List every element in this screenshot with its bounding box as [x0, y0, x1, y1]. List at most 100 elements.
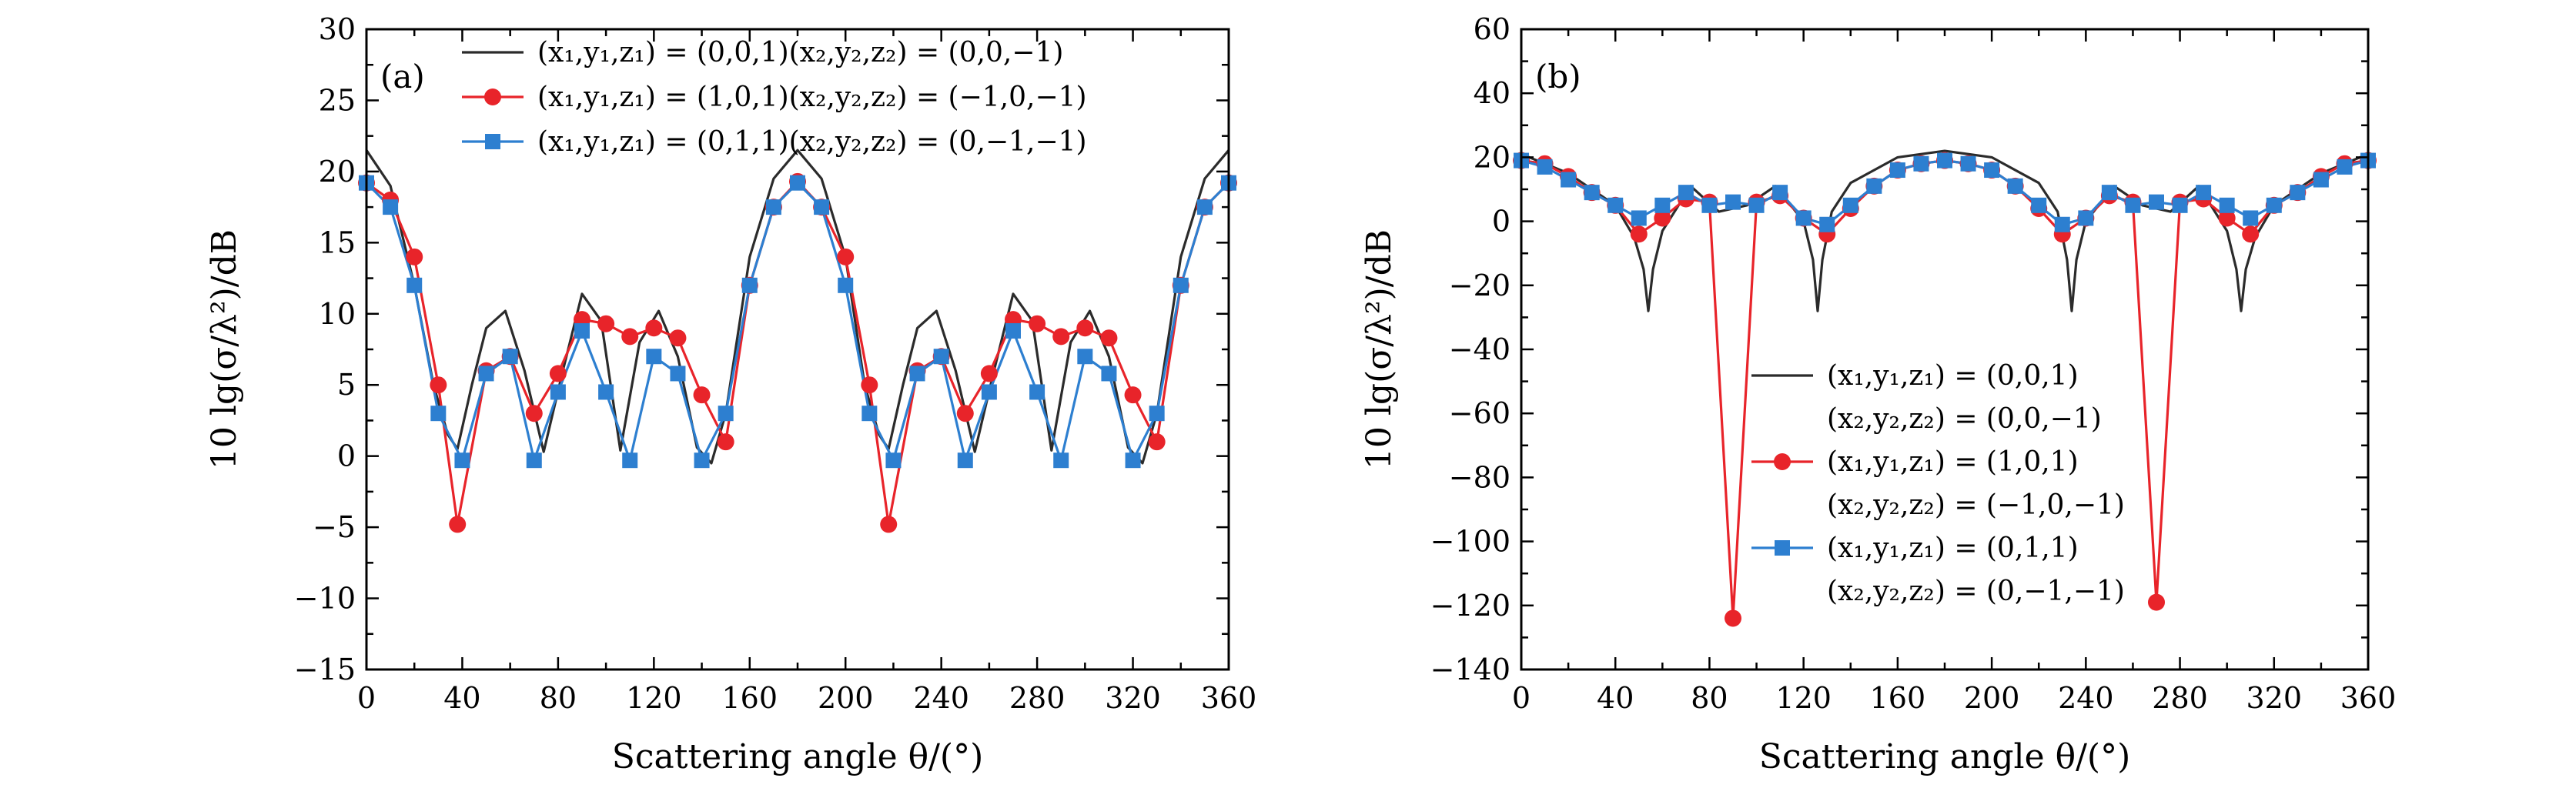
- data-point-square: [790, 175, 805, 191]
- data-point-square: [1173, 278, 1189, 293]
- data-point-circle: [1149, 433, 1166, 450]
- data-point-square: [1961, 156, 1976, 172]
- y-tick-label: 25: [319, 83, 356, 117]
- data-point-circle: [597, 316, 614, 332]
- y-tick-label: 0: [1492, 205, 1510, 239]
- legend-entry-label: (x₁,y₁,z₁) = (1,0,1)(x₂,y₂,z₂) = (−1,0,−…: [537, 82, 1087, 113]
- data-point-circle: [1725, 609, 1741, 626]
- data-point-square: [1101, 366, 1116, 381]
- series-line-2: [366, 182, 1229, 525]
- data-point-square: [406, 278, 422, 293]
- data-point-circle: [957, 405, 974, 422]
- data-point-square: [2149, 195, 2164, 210]
- data-point-square: [622, 452, 637, 468]
- data-point-square: [982, 384, 997, 399]
- panel-label: (b): [1535, 58, 1581, 95]
- data-point-circle: [526, 405, 543, 422]
- data-point-square: [2290, 185, 2305, 200]
- y-tick-label: 15: [319, 225, 356, 259]
- data-point-square: [814, 199, 829, 215]
- y-tick-label: 10: [319, 297, 356, 331]
- y-tick-label: 20: [1474, 140, 1510, 174]
- y-axis-label: 10 lg(σ/λ²)/dB: [1360, 229, 1399, 469]
- data-point-square: [454, 452, 470, 468]
- data-point-square: [1725, 195, 1741, 210]
- y-tick-label: 30: [319, 12, 356, 46]
- x-tick-label: 200: [818, 681, 874, 715]
- data-point-square: [1053, 452, 1069, 468]
- x-axis-label: Scattering angle θ/(°): [1759, 737, 2131, 776]
- data-point-circle: [981, 365, 998, 382]
- y-axis-label: 10 lg(σ/λ²)/dB: [205, 229, 244, 469]
- data-point-square: [694, 452, 710, 468]
- data-point-circle: [1029, 316, 1045, 332]
- data-point-square: [527, 452, 542, 468]
- data-point-square: [2031, 198, 2046, 213]
- data-point-square: [550, 384, 566, 399]
- data-point-square: [1749, 198, 1765, 213]
- data-point-square: [430, 406, 446, 421]
- data-point-circle: [621, 328, 638, 345]
- x-tick-label: 80: [1691, 681, 1728, 715]
- y-tick-label: −40: [1449, 332, 1510, 366]
- data-point-square: [479, 366, 494, 381]
- x-tick-label: 120: [626, 681, 682, 715]
- data-point-square: [1005, 323, 1021, 339]
- data-point-square: [1654, 198, 1670, 213]
- data-point-circle: [880, 516, 897, 533]
- data-point-circle: [406, 249, 423, 265]
- y-tick-label: −120: [1430, 589, 1510, 623]
- legend-entry-label: (x₁,y₁,z₁) = (0,1,1)(x₂,y₂,z₂) = (0,−1,−…: [537, 126, 1087, 158]
- x-tick-label: 360: [1201, 681, 1257, 715]
- legend-swatch-marker: [484, 88, 501, 105]
- x-tick-label: 360: [2340, 681, 2397, 715]
- series-line-3: [366, 183, 1229, 461]
- y-tick-label: −100: [1430, 525, 1510, 559]
- data-point-square: [2220, 198, 2235, 213]
- data-point-square: [670, 366, 685, 381]
- y-tick-label: −15: [294, 653, 356, 686]
- legend-swatch-marker: [1774, 453, 1791, 470]
- x-tick-label: 240: [2058, 681, 2114, 715]
- data-point-square: [2125, 198, 2140, 213]
- x-tick-label: 200: [1964, 681, 2020, 715]
- chart-panel-1: 0 40 80 120 160 200 240 280 320 360 −15 −10 −5 0 5 10 15…: [205, 12, 1256, 776]
- legend: (x₁,y₁,z₁) = (0,0,1)(x₂,y₂,z₂) = (0,0,−1…: [1751, 360, 2125, 607]
- series-line-3: [1521, 161, 2368, 225]
- data-point-circle: [1076, 319, 1093, 336]
- data-point-square: [766, 199, 781, 215]
- x-tick-label: 280: [2152, 681, 2208, 715]
- x-tick-label: 160: [722, 681, 778, 715]
- data-point-circle: [1052, 328, 1069, 345]
- data-point-square: [2337, 159, 2352, 175]
- legend-entry-label: (x₁,y₁,z₁) = (0,0,1)(x₂,y₂,z₂) = (0,0,−1…: [537, 37, 1063, 68]
- x-tick-label: 280: [1009, 681, 1066, 715]
- data-point-square: [1029, 384, 1045, 399]
- data-point-circle: [1100, 329, 1117, 346]
- data-point-square: [646, 349, 661, 364]
- data-point-circle: [550, 365, 567, 382]
- legend-entry-label: (x₂,y₂,z₂) = (0,−1,−1): [1827, 576, 2125, 607]
- data-point-square: [2055, 217, 2070, 232]
- data-point-square: [1077, 349, 1092, 364]
- legend: (x₁,y₁,z₁) = (0,0,1)(x₂,y₂,z₂) = (0,0,−1…: [462, 37, 1087, 158]
- data-point-circle: [861, 376, 878, 393]
- x-tick-label: 160: [1870, 681, 1926, 715]
- data-point-square: [1584, 185, 1600, 200]
- data-point-square: [1772, 185, 1788, 200]
- data-point-circle: [694, 386, 711, 403]
- y-tick-label: 60: [1474, 12, 1510, 46]
- figure: 0 40 80 120 160 200 240 280 320 360−15−10−5051015…: [0, 0, 2576, 788]
- chart-panel-2: 0 40 80 120 160 200 240 280 320 360−140−120−100−8…: [1360, 12, 2396, 776]
- data-point-square: [2196, 185, 2211, 200]
- y-tick-label: −5: [313, 510, 356, 544]
- data-point-square: [1197, 199, 1213, 215]
- data-point-square: [1984, 162, 1999, 178]
- data-point-square: [1126, 452, 1141, 468]
- legend-entry-label: (x₁,y₁,z₁) = (0,1,1): [1827, 533, 2079, 564]
- y-tick-label: −60: [1449, 396, 1510, 430]
- data-point-square: [2173, 198, 2188, 213]
- data-point-square: [718, 406, 734, 421]
- y-tick-label: −140: [1430, 653, 1510, 686]
- data-point-square: [574, 323, 590, 339]
